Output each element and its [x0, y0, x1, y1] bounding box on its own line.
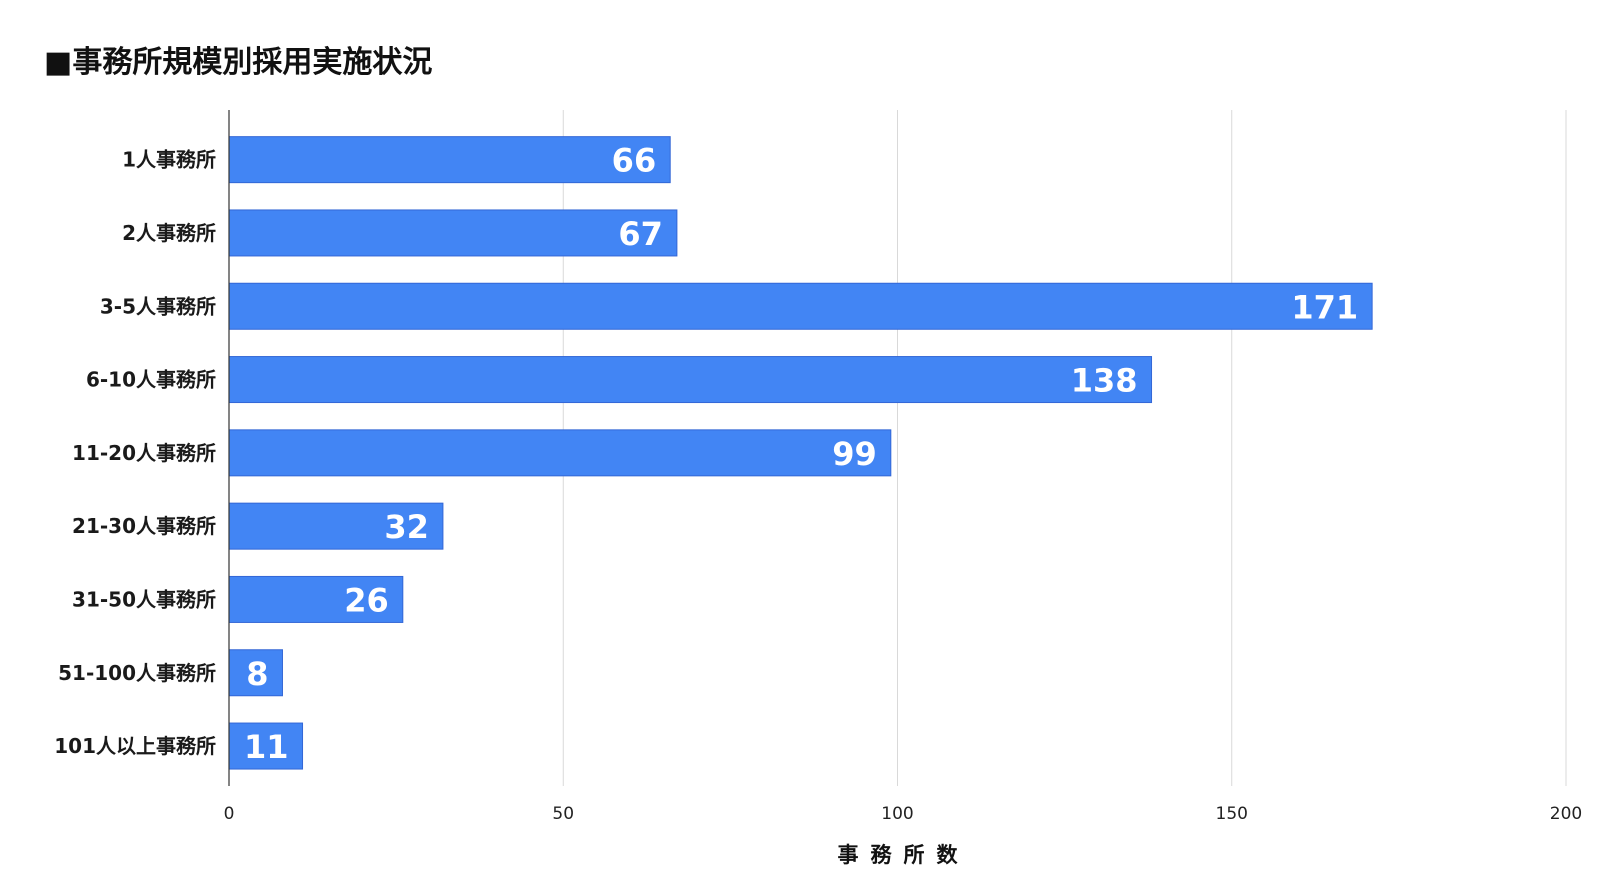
x-axis-title: 事務所数	[838, 843, 970, 867]
category-label: 3-5人事務所	[100, 294, 216, 318]
data-label: 8	[246, 655, 268, 693]
data-label: 11	[244, 728, 289, 766]
bar	[228, 282, 1373, 330]
bar	[228, 575, 404, 623]
x-tick-label: 50	[552, 804, 574, 824]
bars: 66 67 171 138 99 32 26 8 11	[228, 136, 1373, 770]
bar	[228, 429, 892, 477]
data-label: 138	[1071, 362, 1138, 400]
bar	[228, 649, 283, 697]
category-label: 21-30人事務所	[72, 514, 216, 538]
x-tick-label: 100	[881, 804, 913, 824]
data-label: 67	[618, 215, 663, 253]
category-label: 51-100人事務所	[58, 661, 216, 685]
x-tick-label: 200	[1550, 804, 1582, 824]
x-tick-labels: 0 50 100 150 200	[224, 804, 1583, 824]
data-label: 32	[384, 508, 429, 546]
bar	[228, 502, 444, 550]
x-tick-label: 0	[224, 804, 235, 824]
x-tick-label: 150	[1216, 804, 1248, 824]
data-label: 26	[344, 581, 389, 619]
data-label: 99	[832, 435, 877, 473]
data-label: 66	[612, 142, 657, 180]
bar	[228, 209, 678, 257]
data-label: 171	[1291, 288, 1358, 326]
category-label: 11-20人事務所	[72, 441, 216, 465]
bar	[228, 136, 671, 184]
bar	[228, 356, 1153, 404]
chart-title: ■事務所規模別採用実施状況	[44, 45, 432, 80]
category-label: 6-10人事務所	[86, 368, 216, 392]
category-label: 2人事務所	[122, 221, 216, 245]
category-label: 101人以上事務所	[54, 734, 216, 758]
category-labels: 1人事務所 2人事務所 3-5人事務所 6-10人事務所 11-20人事務所 21-30人…	[54, 148, 216, 758]
category-label: 1人事務所	[122, 148, 216, 172]
category-label: 31-50人事務所	[72, 587, 216, 611]
